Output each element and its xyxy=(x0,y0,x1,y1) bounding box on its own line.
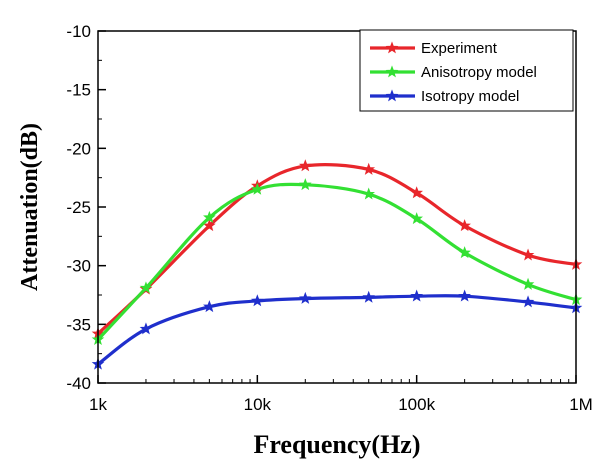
series-layer xyxy=(91,159,583,370)
legend-marker xyxy=(385,41,399,54)
x-tick-label: 1M xyxy=(569,395,593,414)
legend-label: Anisotropy model xyxy=(421,64,537,81)
data-point xyxy=(298,159,312,172)
legend: Experiment Anisotropy model Isotropy model xyxy=(359,29,574,112)
y-tick-label: -35 xyxy=(66,315,91,334)
data-point xyxy=(298,178,312,191)
data-point xyxy=(458,246,471,259)
y-axis-title: Attenuation(dB) xyxy=(17,123,43,291)
data-point xyxy=(521,248,535,261)
legend-label: Experiment xyxy=(421,40,498,57)
data-point xyxy=(298,291,312,304)
legend-marker xyxy=(385,89,399,102)
x-tick-label: 1k xyxy=(89,395,107,414)
data-point xyxy=(362,187,376,200)
y-tick-label: -25 xyxy=(66,198,91,217)
data-point xyxy=(251,182,264,195)
data-point xyxy=(410,186,423,199)
legend-marker xyxy=(385,65,399,78)
data-point xyxy=(458,289,471,302)
plot-frame xyxy=(97,30,577,384)
data-point xyxy=(362,290,376,303)
y-tick-label: -10 xyxy=(66,22,91,41)
series-line xyxy=(97,294,577,366)
data-point xyxy=(251,294,264,307)
data-point xyxy=(521,295,535,308)
y-tick-label: -40 xyxy=(66,374,91,393)
data-point xyxy=(410,212,423,225)
x-axis-title: Frequency(Hz) xyxy=(253,430,420,459)
series-line xyxy=(96,182,577,341)
legend-label: Isotropy model xyxy=(421,88,519,105)
x-tick-label: 10k xyxy=(244,395,272,414)
data-point xyxy=(139,322,153,335)
x-tick-label: 100k xyxy=(398,395,435,414)
data-point xyxy=(203,219,216,232)
data-point xyxy=(521,277,535,290)
legend-items: Experiment Anisotropy model Isotropy model xyxy=(370,40,537,105)
data-point xyxy=(203,300,216,313)
data-point xyxy=(203,210,216,223)
data-point xyxy=(139,281,153,294)
data-point xyxy=(458,219,471,232)
y-tick-label: -30 xyxy=(66,257,91,276)
data-point xyxy=(410,289,423,302)
y-tick-label: -20 xyxy=(66,139,91,158)
y-tick-label: -15 xyxy=(66,81,91,100)
series-line xyxy=(96,163,577,335)
data-point xyxy=(362,162,376,175)
